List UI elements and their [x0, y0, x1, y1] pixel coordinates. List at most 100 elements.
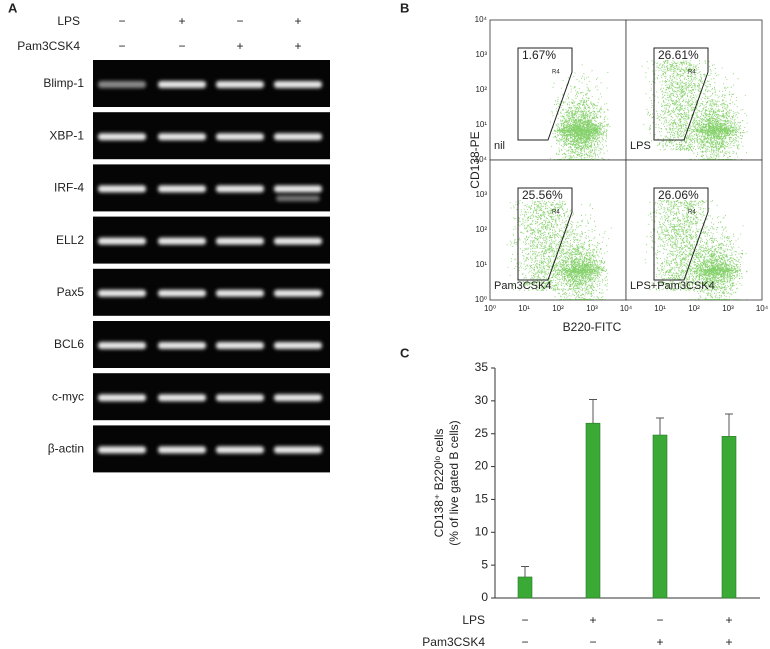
- plot-name: Pam3CSK4: [494, 280, 551, 292]
- gel-band: [158, 237, 206, 245]
- y-tick-label: 5: [481, 557, 488, 571]
- x-tick-label: 10²: [552, 304, 564, 313]
- panel-label: B: [400, 0, 409, 15]
- gel-band: [158, 81, 206, 88]
- y-tick-label: 10²: [475, 85, 487, 94]
- bar: [721, 436, 737, 599]
- condition-sign: −: [656, 613, 663, 627]
- condition-label: LPS: [57, 14, 80, 28]
- x-tick-label: 10¹: [518, 304, 530, 313]
- y-tick-label: 10¹: [475, 120, 487, 129]
- flow-plot: [625, 19, 763, 161]
- condition-sign: −: [521, 635, 528, 649]
- gel-band: [274, 394, 322, 402]
- condition-label: Pam3CSK4: [17, 39, 80, 53]
- gene-label: XBP-1: [49, 128, 84, 142]
- y-tick-label: 10¹: [475, 260, 487, 269]
- condition-sign: −: [118, 39, 125, 53]
- gate: [653, 47, 709, 141]
- gel-band: [98, 342, 146, 349]
- gel-band: [216, 133, 264, 141]
- y-tick-label: 20: [475, 459, 489, 473]
- bar: [652, 434, 668, 599]
- gel-band: [98, 133, 146, 141]
- x-tick-label: 10⁴: [756, 304, 769, 313]
- condition-label: Pam3CSK4: [422, 635, 485, 649]
- gel-band: [158, 394, 206, 402]
- gene-label: IRF-4: [54, 181, 84, 195]
- gene-label: Pax5: [57, 285, 85, 299]
- y-axis-label: CD138-PE: [468, 131, 482, 188]
- gel-band: [158, 133, 206, 141]
- gate: [653, 187, 709, 281]
- gel-band: [274, 133, 322, 141]
- y-tick-label: 10²: [475, 225, 487, 234]
- gate: [517, 187, 573, 281]
- gel-band: [158, 289, 206, 297]
- gel-band: [98, 446, 146, 454]
- error-bar: [656, 417, 664, 436]
- y-tick-label: 10⁰: [475, 295, 487, 304]
- gate-percent: 26.06%: [658, 188, 699, 202]
- x-tick-label: 10³: [722, 304, 734, 313]
- x-tick-label: 10³: [586, 304, 598, 313]
- flow-dots: [549, 64, 611, 160]
- gel-band: [158, 185, 206, 193]
- gel-band: [158, 446, 206, 454]
- y-tick-label: 10³: [475, 50, 487, 59]
- gel-band: [274, 446, 322, 454]
- gel-band: [158, 342, 206, 349]
- condition-sign: +: [656, 635, 663, 649]
- gel-band: [274, 185, 322, 193]
- gene-label: β-actin: [48, 442, 84, 456]
- condition-sign: −: [589, 635, 596, 649]
- gel-band: [216, 237, 264, 245]
- gate-label: R4: [688, 210, 696, 216]
- gel-band: [98, 237, 146, 245]
- gate-label: R4: [552, 210, 560, 216]
- gel-band: [98, 394, 146, 402]
- error-bar: [725, 413, 733, 437]
- gel-band: [216, 289, 264, 297]
- flow-plot: [489, 19, 627, 161]
- condition-sign: +: [294, 39, 301, 53]
- x-tick-label: 10⁴: [620, 304, 633, 313]
- condition-label: LPS: [462, 613, 485, 627]
- bar: [517, 576, 533, 599]
- flow-plot: [625, 159, 763, 301]
- error-bar: [521, 565, 529, 577]
- y-tick-label: 10⁴: [475, 15, 488, 24]
- gel-band: [216, 394, 264, 402]
- condition-sign: −: [521, 613, 528, 627]
- y-tick-label: 15: [475, 492, 489, 506]
- y-tick-label: 10⁴: [475, 155, 488, 164]
- gel-band: [274, 81, 322, 88]
- y-tick-label: 10³: [475, 190, 487, 199]
- gel-band: [216, 81, 264, 88]
- gate-percent: 1.67%: [522, 48, 556, 62]
- flow-dots: [644, 200, 748, 300]
- condition-sign: +: [294, 14, 301, 28]
- gene-label: Blimp-1: [43, 76, 84, 90]
- condition-sign: +: [725, 613, 732, 627]
- gene-label: ELL2: [56, 233, 84, 247]
- gene-label: BCL6: [54, 337, 84, 351]
- gel-band: [216, 185, 264, 193]
- condition-sign: +: [178, 14, 185, 28]
- y-tick-label: 30: [475, 393, 489, 407]
- x-tick-label: 10²: [688, 304, 700, 313]
- gate-percent: 25.56%: [522, 188, 563, 202]
- flow-plot: [489, 159, 627, 301]
- gate: [517, 47, 573, 141]
- gel-band: [216, 446, 264, 454]
- plot-name: LPS+Pam3CSK4: [630, 280, 715, 292]
- condition-sign: −: [178, 39, 185, 53]
- gate-label: R4: [552, 70, 560, 76]
- bar: [585, 422, 601, 599]
- condition-sign: −: [236, 14, 243, 28]
- condition-sign: +: [236, 39, 243, 53]
- gel-band: [274, 289, 322, 297]
- y-axis-label: CD138⁺ B220ˡᵒ cells: [432, 429, 446, 538]
- panel-label: A: [8, 0, 18, 15]
